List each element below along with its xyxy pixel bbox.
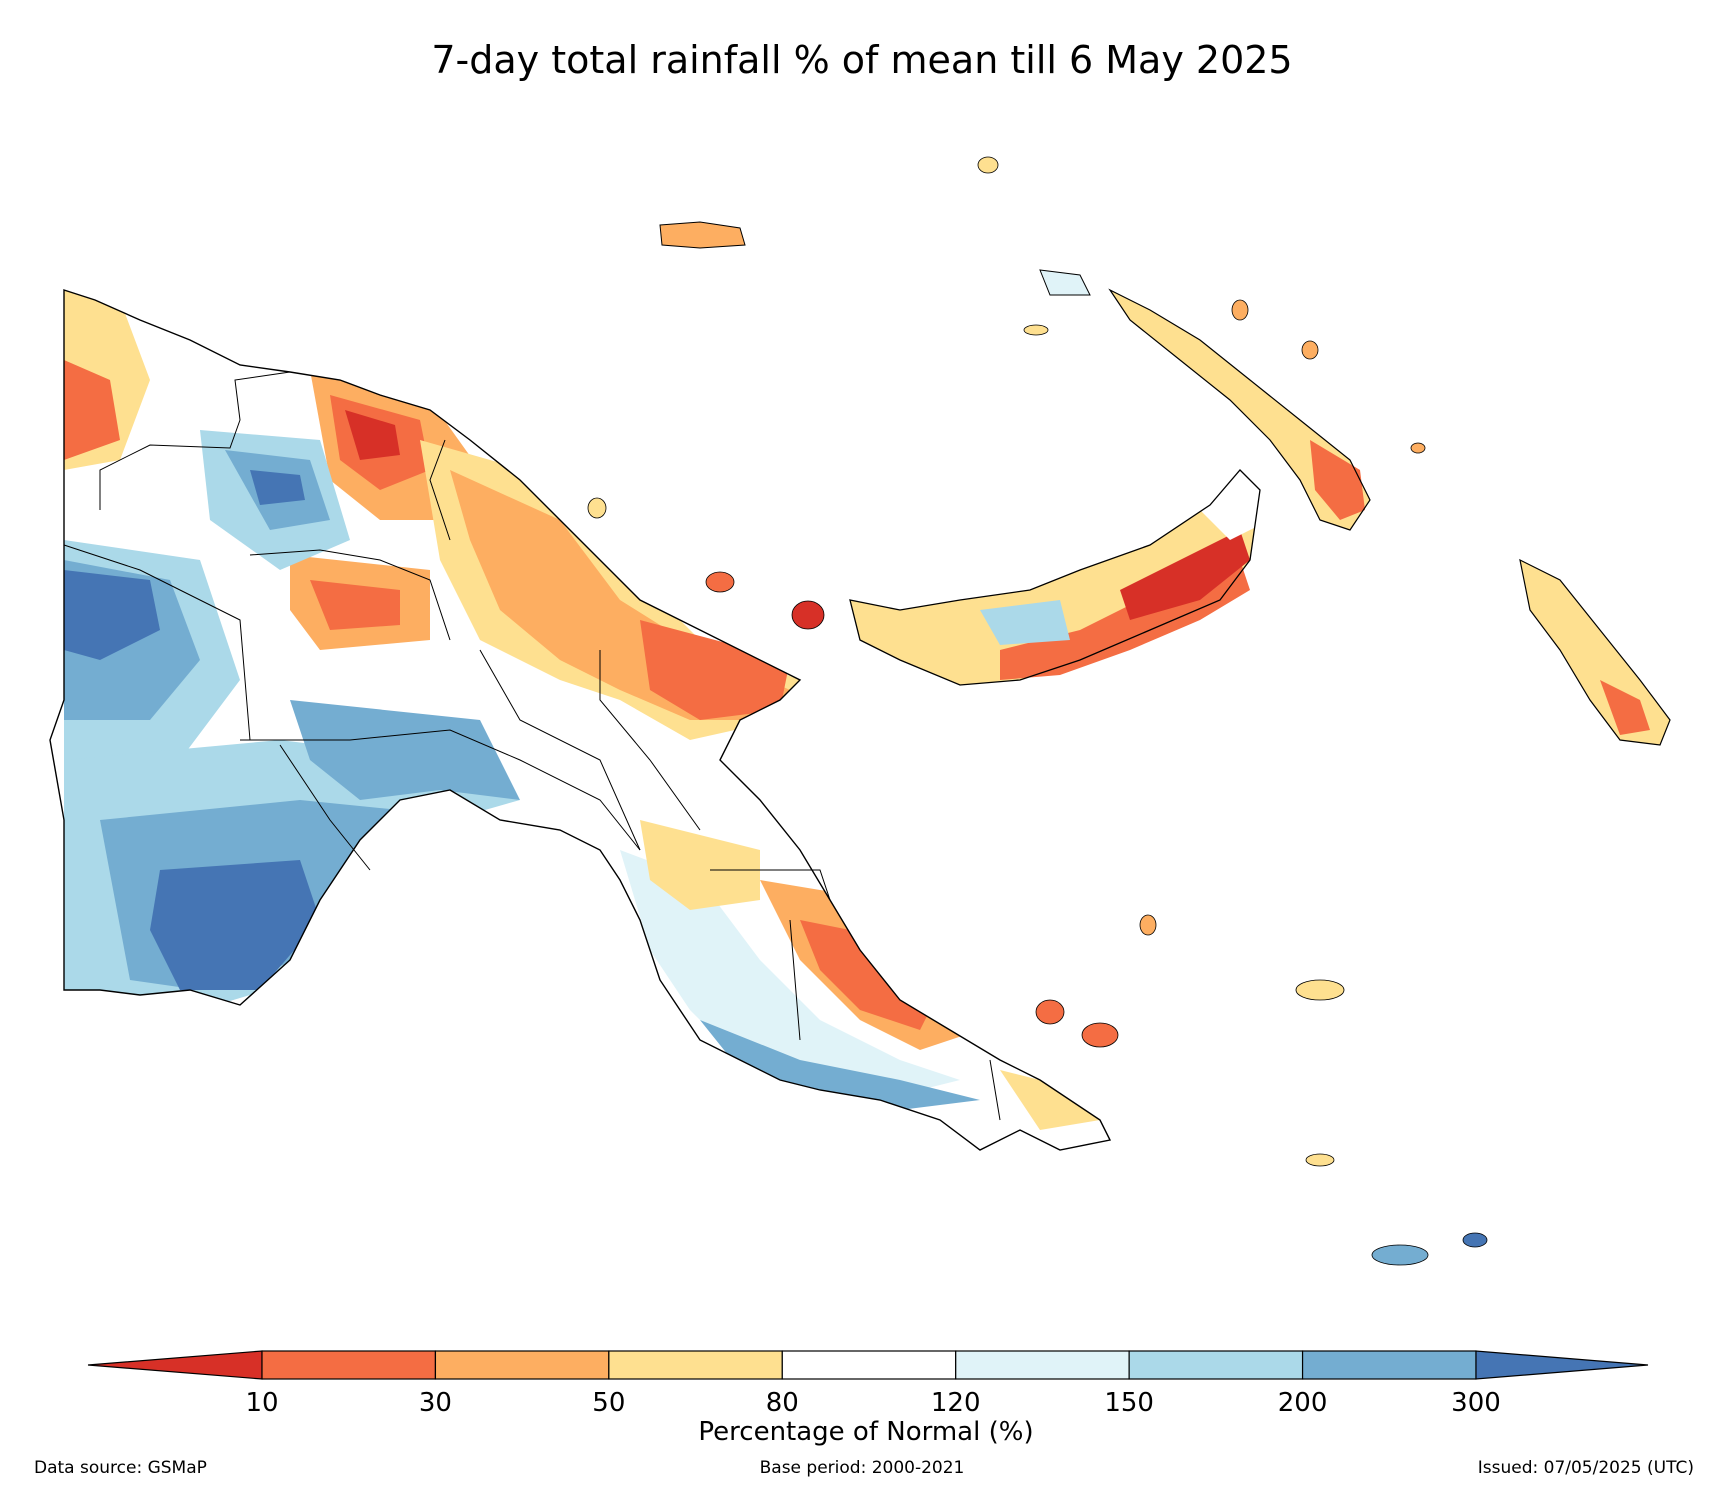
rainfall-map [49, 156, 1671, 1266]
new-britain-island [849, 460, 1270, 686]
colorbar-tick-label: 150 [1104, 1388, 1154, 1418]
mainland-outline [49, 289, 1112, 1151]
province-boundaries [63, 371, 1001, 1121]
colorbar-ticks: 10 30 50 80 120 150 200 300 [245, 1388, 1500, 1418]
map-title: 7-day total rainfall % of mean till 6 Ma… [431, 38, 1293, 82]
colorbar-tick-label: 30 [419, 1388, 452, 1418]
colorbar-tick-label: 50 [592, 1388, 625, 1418]
colorbar-tick-label: 200 [1278, 1388, 1328, 1418]
colorbar-extend-high [1475, 1350, 1649, 1380]
colorbar-swatch [1301, 1350, 1477, 1380]
issued-date: Issued: 07/05/2025 (UTC) [1477, 1458, 1694, 1478]
new-ireland-island [1039, 269, 1371, 531]
colorbar-swatch [608, 1350, 783, 1380]
colorbar-swatch [781, 1350, 957, 1380]
manus-island [659, 221, 746, 249]
colorbar-label: Percentage of Normal (%) [698, 1417, 1033, 1447]
colorbar-extend-low [87, 1350, 263, 1380]
colorbar-swatch [261, 1350, 437, 1380]
colorbar-swatch [955, 1350, 1130, 1380]
colorbar-tick-label: 80 [766, 1388, 799, 1418]
colorbar-swatches [87, 1350, 1649, 1380]
colorbar-tick-label: 120 [931, 1388, 981, 1418]
colorbar-swatch [434, 1350, 610, 1380]
small-islands [587, 156, 1488, 1266]
colorbar-swatch [1128, 1350, 1304, 1380]
data-source: Data source: GSMaP [34, 1458, 207, 1478]
colorbar-tick-label: 300 [1451, 1388, 1501, 1418]
bougainville-island [1519, 558, 1671, 746]
base-period: Base period: 2000-2021 [759, 1458, 965, 1478]
colorbar-tick-label: 10 [245, 1388, 278, 1418]
